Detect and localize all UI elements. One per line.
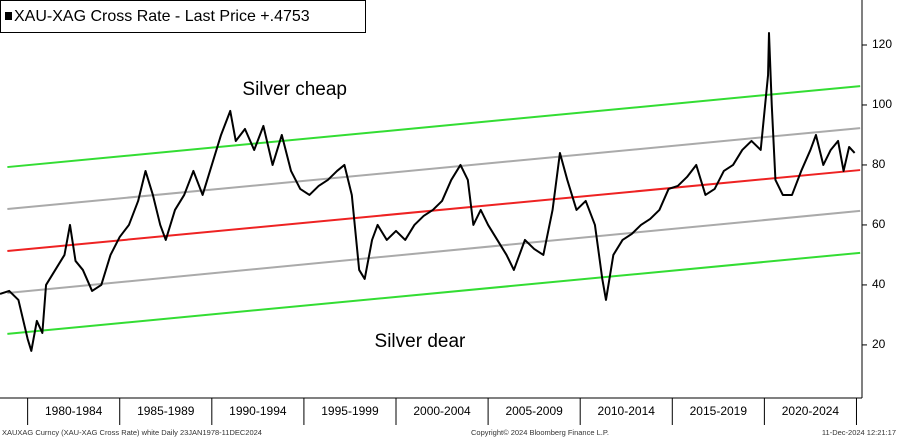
plot [0, 31, 861, 352]
y-tick-label: 60 [872, 217, 886, 231]
x-tick-label: 2010-2014 [598, 404, 656, 418]
channel-line [7, 127, 861, 211]
footer-center: Copyright© 2024 Bloomberg Finance L.P. [471, 428, 609, 437]
x-tick-label: 2005-2009 [505, 404, 563, 418]
chart-title: XAU-XAG Cross Rate - Last Price +.4753 [14, 8, 310, 25]
y-tick-label: 100 [872, 97, 892, 111]
x-tick-label: 2020-2024 [782, 404, 840, 418]
y-tick-label: 80 [872, 157, 886, 171]
x-tick-label: 1995-1999 [321, 404, 379, 418]
channel-line [7, 251, 861, 335]
x-tick-label: 1990-1994 [229, 404, 287, 418]
channel-line [7, 209, 861, 295]
x-tick-label: 1980-1984 [45, 404, 103, 418]
x-tick-label: 2000-2004 [413, 404, 471, 418]
channel-line [7, 85, 861, 169]
x-tick-label: 1985-1989 [137, 404, 195, 418]
header-box [0, 0, 366, 33]
legend-swatch [5, 12, 12, 20]
annotation: Silver dear [375, 331, 466, 352]
price-line [0, 31, 856, 352]
footer-left: XAUXAG Curncy (XAU-XAG Cross Rate) white… [2, 428, 262, 437]
y-tick-label: 40 [872, 277, 886, 291]
y-tick-label: 20 [872, 337, 886, 351]
y-tick-label: 120 [872, 37, 892, 51]
footer-right: 11-Dec-2024 12:21:17 [822, 428, 896, 437]
x-tick-label: 2015-2019 [690, 404, 748, 418]
annotation: Silver cheap [242, 79, 347, 100]
